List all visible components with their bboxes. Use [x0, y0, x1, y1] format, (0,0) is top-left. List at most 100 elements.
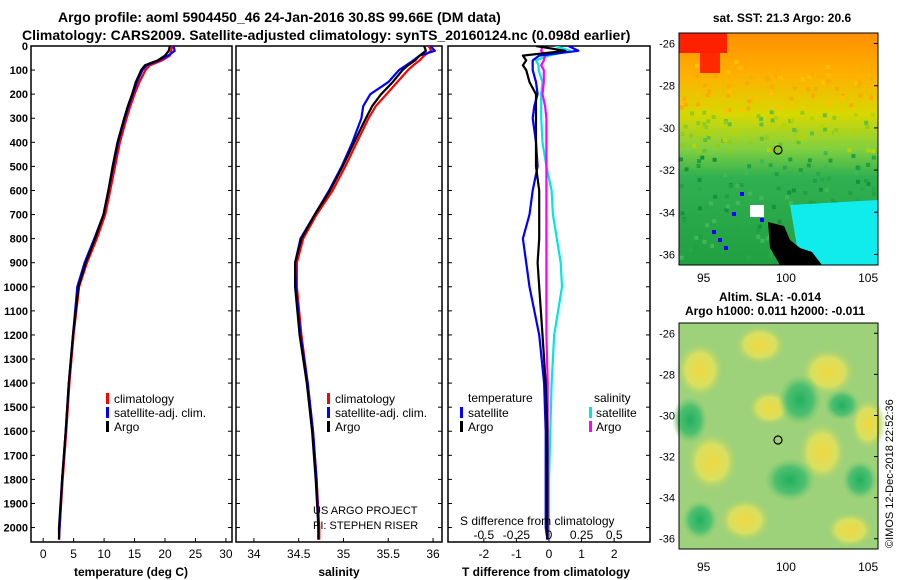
sst-pixel	[866, 162, 871, 167]
sst-pixel	[820, 177, 825, 182]
sst-pixel	[744, 171, 749, 176]
sst-pixel	[773, 73, 778, 78]
sst-pixel	[868, 76, 873, 81]
sst-pixel	[855, 198, 860, 203]
sst-pixel	[770, 148, 775, 153]
sst-pixel	[724, 194, 729, 199]
legend-label-temp-satellite: satellite	[468, 406, 509, 420]
sst-pixel	[709, 201, 714, 206]
sst-pixel	[811, 93, 815, 98]
temperature-series	[57, 46, 176, 540]
depth-tick-label: 1400	[4, 378, 28, 390]
depth-tick-label: 800	[10, 234, 28, 246]
sla-map-frame	[678, 322, 879, 550]
sst-pixel	[696, 130, 701, 135]
sst-pixel	[864, 60, 869, 65]
sst-map	[678, 32, 879, 266]
sst-pixel	[860, 66, 865, 71]
sst-pixel	[800, 77, 805, 82]
sst-pixel	[684, 167, 689, 172]
depth-tick-label: 1100	[4, 306, 28, 318]
sst-pixel	[680, 143, 685, 148]
sla-map	[672, 322, 886, 550]
sla-low-anomaly	[842, 460, 878, 500]
lon-tick-label: 95	[697, 560, 711, 574]
sla-high-anomaly	[686, 432, 738, 492]
sst-pixel	[856, 179, 860, 184]
series-line-temperature-satellite	[521, 46, 580, 540]
sst-pixel	[754, 96, 759, 101]
sst-pixel	[831, 198, 836, 203]
sst-pixel	[828, 158, 833, 163]
sla-high-anomaly	[719, 498, 771, 542]
difference-x-label: T difference from climatology	[462, 565, 630, 579]
sst-pixel	[740, 225, 745, 230]
sst-pixel	[865, 125, 870, 129]
depth-tick-label: 2000	[4, 523, 28, 535]
sst-pixel	[710, 244, 715, 249]
sla-blobs	[672, 325, 886, 548]
sst-pixel	[692, 143, 697, 148]
lat-tick-label: -32	[659, 165, 675, 177]
legend-swatch-argo	[327, 421, 330, 432]
temp-tick-label: 30	[219, 547, 233, 561]
sst-pixel	[866, 148, 871, 153]
sst-pixel	[864, 120, 869, 125]
sst-pixel	[871, 155, 876, 160]
diff-tick-label: 1	[578, 547, 585, 561]
sst-pixel	[820, 124, 825, 128]
sst-pixel	[764, 75, 769, 80]
legend-swatch-temp-satellite	[460, 407, 463, 418]
sst-pixel	[706, 119, 711, 124]
sst-pixel	[689, 133, 694, 138]
sst-pixel	[872, 191, 877, 196]
s-diff-tick-label: 0	[546, 528, 553, 542]
lat-tick-label: -26	[659, 39, 675, 51]
sst-pixel	[679, 157, 683, 162]
sst-pixel	[798, 168, 803, 173]
sst-pixel	[727, 122, 732, 127]
sst-pixel	[857, 83, 862, 88]
sst-pixel	[727, 89, 732, 94]
sst-pixel	[726, 84, 731, 89]
sst-pixel	[858, 93, 863, 98]
depth-tick-label: 400	[10, 137, 28, 149]
depth-tick-label: 700	[10, 210, 28, 222]
sst-pixel	[764, 135, 769, 140]
sst-pixel	[690, 111, 695, 116]
sst-pixel	[738, 65, 743, 70]
sst-pixel	[864, 179, 868, 184]
depth-tick-label: 1700	[4, 450, 28, 462]
sst-pixel	[832, 115, 837, 120]
legend-title-salinity: salinity	[594, 391, 631, 405]
temp-tick-label: 15	[128, 547, 142, 561]
sst-pixel	[682, 96, 687, 101]
sst-pixel	[725, 204, 730, 209]
sst-pixel	[811, 201, 816, 206]
diff-tick-label: -1	[511, 547, 522, 561]
sst-pixel	[827, 130, 832, 135]
sst-pixel	[827, 101, 832, 106]
sst-blue-pixel	[760, 218, 764, 222]
lat-tick-label: -34	[659, 207, 675, 219]
sst-pixel	[785, 195, 789, 200]
sst-pixel	[759, 116, 764, 121]
sst-pixel	[724, 109, 729, 114]
depth-axis: 0 100 200 300 400 500 600 700 800 900 1000 1100 1200…	[4, 41, 650, 535]
series-line-satellite-adj-clim-	[57, 46, 176, 540]
sst-pixel	[698, 215, 703, 220]
sst-pixel	[708, 132, 712, 137]
sst-pixel	[702, 122, 707, 127]
sst-lon-ticks: 95 100 105	[697, 271, 878, 285]
sst-pixel	[694, 245, 699, 250]
series-line-salinity-argo	[540, 46, 549, 540]
sst-pixel	[777, 219, 782, 224]
sst-pixel	[778, 142, 783, 147]
temp-tick-label: 25	[189, 547, 203, 561]
sst-pixel	[826, 176, 831, 181]
sla-low-anomaly	[682, 500, 718, 540]
sst-pixel	[813, 86, 818, 91]
sst-pixel	[694, 235, 699, 240]
sst-pixel	[821, 80, 825, 85]
sst-pixel	[790, 103, 794, 108]
